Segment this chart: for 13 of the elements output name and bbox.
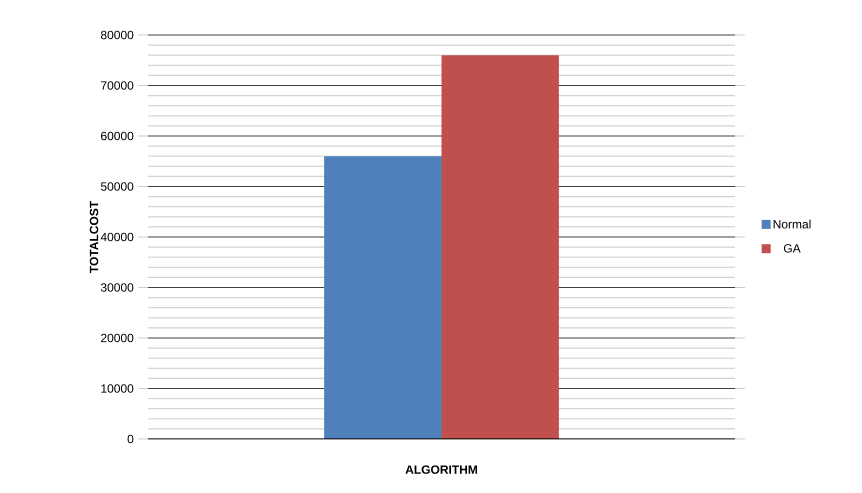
y-tick-label: 20000 — [101, 334, 134, 342]
y-tick-label: 60000 — [101, 132, 134, 140]
y-tick-label: 40000 — [100, 232, 134, 242]
y-tick-label: 10000 — [101, 384, 134, 393]
y-tick-label: 50000 — [100, 182, 134, 191]
y-tick-label: 80000 — [100, 30, 134, 40]
x-axis-title: ALGORITHM — [405, 465, 478, 474]
y-axis-title: TOTALCOST — [90, 201, 98, 273]
legend-label: GA — [784, 244, 801, 253]
y-tick-label: 0 — [128, 434, 134, 444]
y-tick-label: 30000 — [100, 283, 134, 292]
y-tick-label: 70000 — [101, 81, 134, 90]
legend-label: Normal — [774, 220, 811, 228]
